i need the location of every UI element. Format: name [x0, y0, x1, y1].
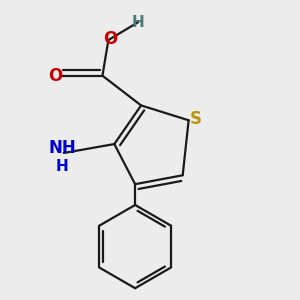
Text: S: S: [190, 110, 202, 128]
Text: H: H: [132, 15, 145, 30]
Text: O: O: [103, 29, 117, 47]
Text: O: O: [48, 67, 63, 85]
Text: NH: NH: [48, 139, 76, 157]
Text: H: H: [56, 159, 69, 174]
